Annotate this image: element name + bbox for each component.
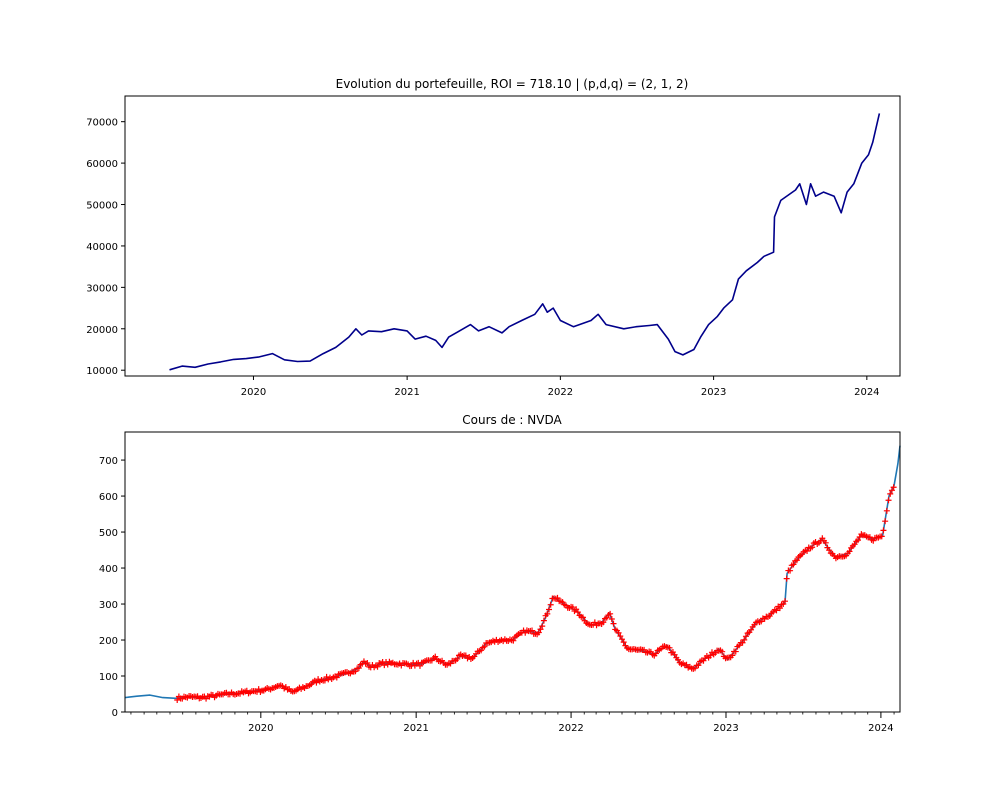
y-tick-label: 0 [112,708,118,719]
trade-marker [652,650,659,657]
trade-marker [554,594,561,601]
trade-marker [529,627,536,634]
trade-marker [569,604,576,611]
trade-marker [510,637,517,644]
trade-marker [783,575,790,582]
trade-marker [732,648,739,655]
trade-marker [321,677,328,684]
trade-marker [878,533,885,540]
x-tick-label: 2022 [558,723,583,734]
x-tick-label: 2023 [713,723,738,734]
trade-marker [535,629,542,636]
trade-marker [854,537,861,544]
y-tick-label: 600 [99,492,118,503]
x-tick-label: 2020 [248,723,273,734]
trade-marker [790,561,797,568]
trade-marker [620,639,627,646]
y-tick-label: 300 [99,600,118,611]
trade-marker [666,644,673,651]
trade-marker [600,619,607,626]
trade-marker [742,633,749,640]
x-tick-label: 2024 [868,723,893,734]
x-tick-label: 2022 [548,387,573,398]
trade-marker [454,655,461,662]
trade-marker [890,484,897,491]
portfolio-chart-frame [124,95,901,377]
trade-marker [546,606,553,613]
trade-marker [885,497,892,504]
trade-marker [579,614,586,621]
trade-marker [707,652,714,659]
price-chart: Cours de : NVDA 0 100 200 300 400 500 600 700 20… [99,413,901,734]
trade-marker [809,544,816,551]
y-tick-label: 40000 [86,242,118,253]
y-tick-label: 70000 [86,118,118,129]
trade-marker [608,615,615,622]
price-ticks: 0 100 200 300 400 500 600 700 2020 2021 2022 2023 20… [99,456,895,734]
price-chart-frame [124,431,901,713]
trade-marker [544,610,551,617]
x-tick-label: 2020 [241,387,266,398]
trade-marker [374,663,381,670]
y-tick-label: 400 [99,564,118,575]
trade-marker [888,487,895,494]
y-tick-label: 30000 [86,283,118,294]
trade-marker [174,696,181,703]
trade-marker [882,518,889,525]
trade-marker [313,679,320,686]
y-tick-label: 50000 [86,201,118,212]
trade-marker [615,629,622,636]
trade-markers-group [174,484,897,703]
trade-marker [883,507,890,514]
x-tick-label: 2021 [403,723,428,734]
trade-marker [333,674,340,681]
portfolio-ticks: 10000 20000 30000 40000 50000 60000 70000 2020 2… [86,118,879,398]
trade-marker [729,652,736,659]
trade-marker [547,601,554,608]
trade-marker [364,659,371,666]
trade-marker [887,490,894,497]
trade-marker [481,643,488,650]
y-tick-label: 500 [99,528,118,539]
trade-marker [880,527,887,534]
x-tick-label: 2024 [854,387,879,398]
portfolio-series-group [169,113,881,371]
y-tick-label: 700 [99,456,118,467]
trade-marker [381,662,388,669]
portfolio-value-line [169,113,881,371]
trade-marker [539,623,546,630]
trade-marker [851,541,858,548]
y-tick-label: 10000 [86,366,118,377]
trade-marker [416,662,423,669]
y-tick-label: 20000 [86,325,118,336]
portfolio-chart: Evolution du portefeuille, ROI = 718.10 … [86,77,901,398]
trade-marker [607,610,614,617]
price-chart-title: Cours de : NVDA [462,413,562,427]
trade-marker [537,626,544,633]
trade-marker [574,609,581,616]
y-tick-label: 200 [99,636,118,647]
trade-marker [741,636,748,643]
trade-marker [617,633,624,640]
trade-marker [776,605,783,612]
trade-marker [793,557,800,564]
trade-marker [822,539,829,546]
trade-marker [719,648,726,655]
trade-marker [540,617,547,624]
trade-marker [773,607,780,614]
trade-marker [804,548,811,555]
y-tick-label: 60000 [86,159,118,170]
x-tick-label: 2021 [394,387,419,398]
trade-marker [355,665,362,672]
trade-marker [846,548,853,555]
trade-marker [610,620,617,627]
x-tick-label: 2023 [701,387,726,398]
portfolio-chart-title: Evolution du portefeuille, ROI = 718.10 … [336,77,689,91]
trade-marker [787,567,794,574]
trade-marker [695,662,702,669]
trade-marker [781,598,788,605]
y-tick-label: 100 [99,672,118,683]
